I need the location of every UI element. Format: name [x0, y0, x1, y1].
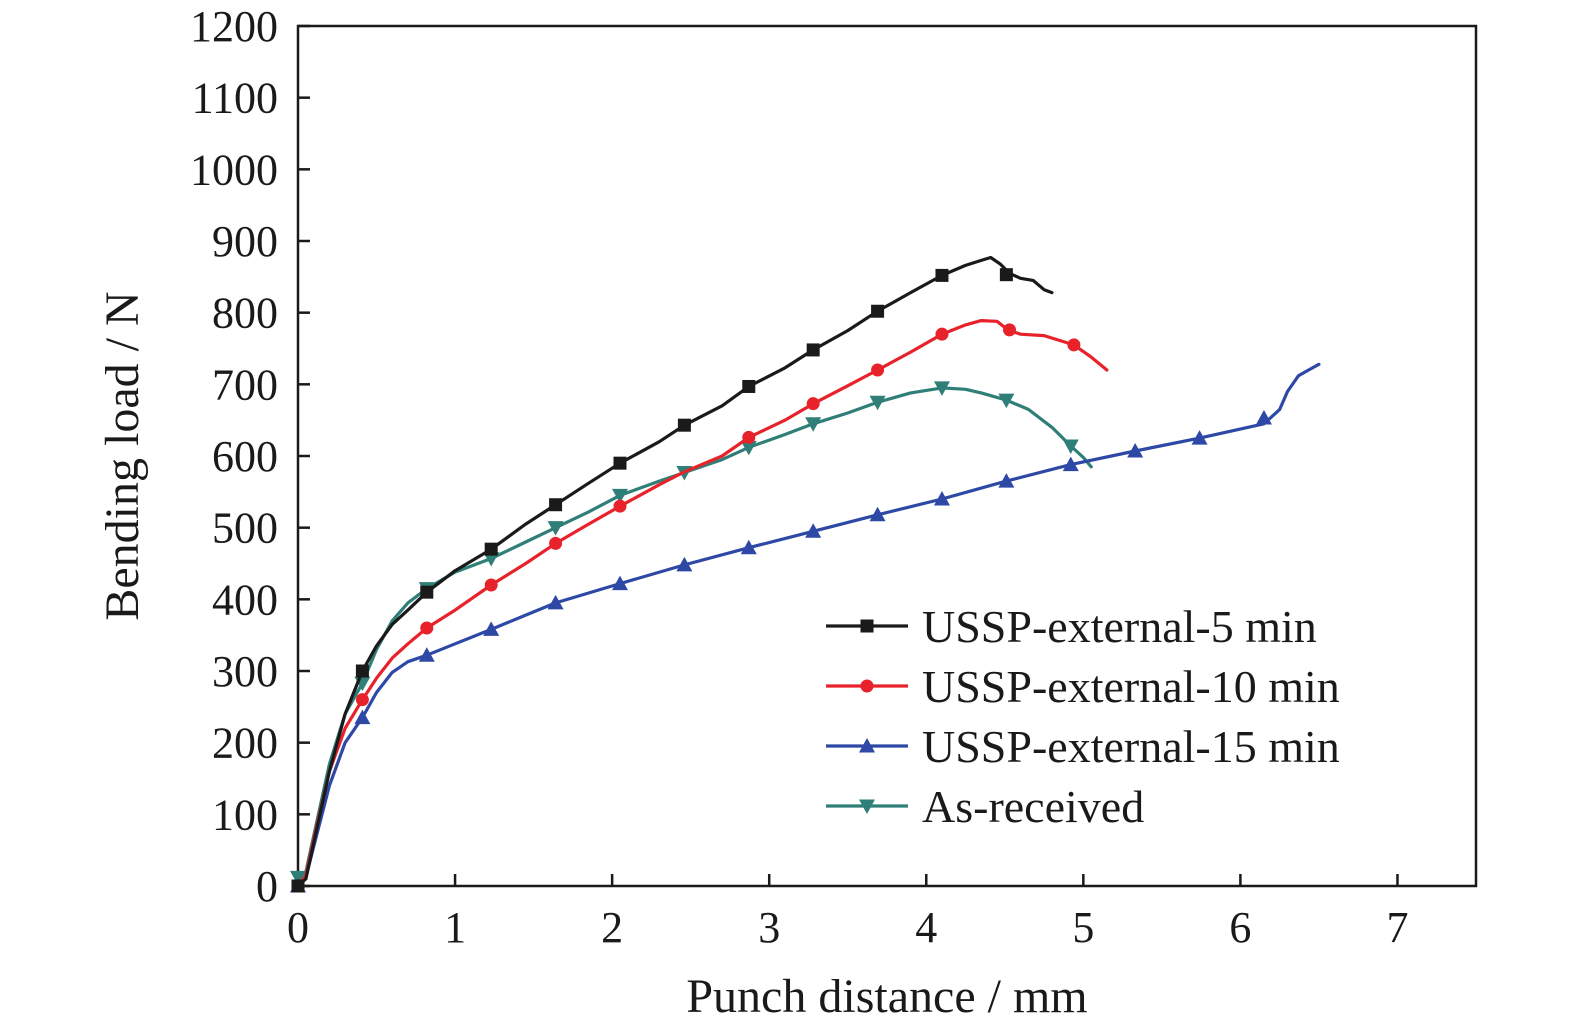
y-axis: 0 100 200 300 400 500 600 700 800 900 1000 1100 1200 [190, 2, 310, 911]
legend-item: USSP-external-5 min [826, 601, 1317, 652]
data-point [676, 556, 693, 572]
legend-marker [859, 738, 875, 753]
y-tick-label: 1100 [192, 74, 278, 123]
x-tick-label: 4 [915, 903, 937, 952]
data-point [999, 268, 1013, 282]
data-point [1003, 323, 1017, 337]
data-point [484, 578, 498, 592]
data-point [420, 621, 434, 635]
data-point [998, 393, 1015, 409]
y-tick-label: 500 [212, 504, 278, 553]
series-3 [290, 362, 1321, 893]
data-point [611, 575, 628, 591]
data-point [547, 594, 564, 610]
legend-marker [860, 679, 874, 693]
y-tick-label: 900 [212, 217, 278, 266]
x-tick-label: 7 [1386, 903, 1408, 952]
data-point [935, 268, 949, 282]
data-point [611, 488, 628, 504]
series-1 [291, 255, 1054, 893]
data-point [483, 621, 500, 636]
y-tick-label: 0 [256, 862, 278, 911]
x-tick-label: 5 [1072, 903, 1094, 952]
data-point [933, 381, 950, 396]
data-point [806, 343, 820, 357]
legend-label: USSP-external-10 min [922, 661, 1340, 712]
x-axis-title: Punch distance / mm [686, 970, 1087, 1023]
data-point [1067, 338, 1081, 352]
y-tick-label: 600 [212, 432, 278, 481]
data-point [1255, 410, 1272, 425]
legend-item: USSP-external-10 min [826, 661, 1340, 712]
data-point [1062, 439, 1079, 454]
data-point [1191, 430, 1208, 445]
data-point [418, 647, 435, 662]
data-point [1127, 442, 1144, 458]
x-tick-label: 3 [758, 903, 780, 952]
data-point [742, 430, 756, 444]
legend-marker [860, 619, 874, 633]
legend-label: As-received [922, 781, 1144, 832]
data-point [1062, 456, 1079, 472]
y-tick-label: 1200 [190, 2, 278, 51]
y-tick-label: 400 [212, 575, 278, 624]
data-point [869, 506, 886, 522]
y-tick-label: 300 [212, 647, 278, 696]
x-tick-label: 1 [444, 903, 466, 952]
data-point [998, 473, 1015, 488]
data-point [549, 536, 563, 550]
y-tick-label: 700 [212, 360, 278, 409]
data-point [291, 879, 305, 893]
data-point [933, 491, 950, 506]
data-point [805, 417, 822, 432]
data-point [869, 395, 886, 411]
series-line [296, 319, 1109, 888]
data-point [613, 499, 627, 513]
data-point [805, 523, 822, 538]
data-point [871, 304, 885, 318]
data-point [354, 709, 371, 725]
series-layer [290, 255, 1321, 893]
legend: USSP-external-5 min USSP-external-10 min U… [826, 601, 1340, 832]
data-point [547, 521, 564, 536]
y-axis-title: Bending load / N [96, 291, 149, 620]
legend-marker [859, 799, 875, 814]
data-point [806, 397, 820, 411]
data-point [742, 379, 756, 393]
x-tick-label: 0 [287, 903, 309, 952]
legend-label: USSP-external-5 min [922, 601, 1317, 652]
data-point [420, 585, 434, 599]
data-point [740, 440, 757, 456]
legend-item: USSP-external-15 min [826, 721, 1340, 772]
data-point [677, 418, 691, 432]
data-point [355, 693, 369, 707]
data-point [871, 363, 885, 377]
data-point [355, 664, 369, 678]
x-tick-label: 2 [601, 903, 623, 952]
data-point [484, 542, 498, 556]
legend-label: USSP-external-15 min [922, 721, 1340, 772]
data-point [549, 498, 563, 512]
y-tick-label: 200 [212, 719, 278, 768]
y-tick-label: 800 [212, 289, 278, 338]
y-tick-label: 100 [212, 790, 278, 839]
x-axis: 0 1 2 3 4 5 6 7 [287, 874, 1408, 952]
x-tick-label: 6 [1229, 903, 1251, 952]
data-point [935, 327, 949, 341]
y-tick-label: 1000 [190, 145, 278, 194]
data-point [613, 456, 627, 470]
legend-item: As-received [826, 781, 1144, 832]
data-point [740, 539, 757, 555]
